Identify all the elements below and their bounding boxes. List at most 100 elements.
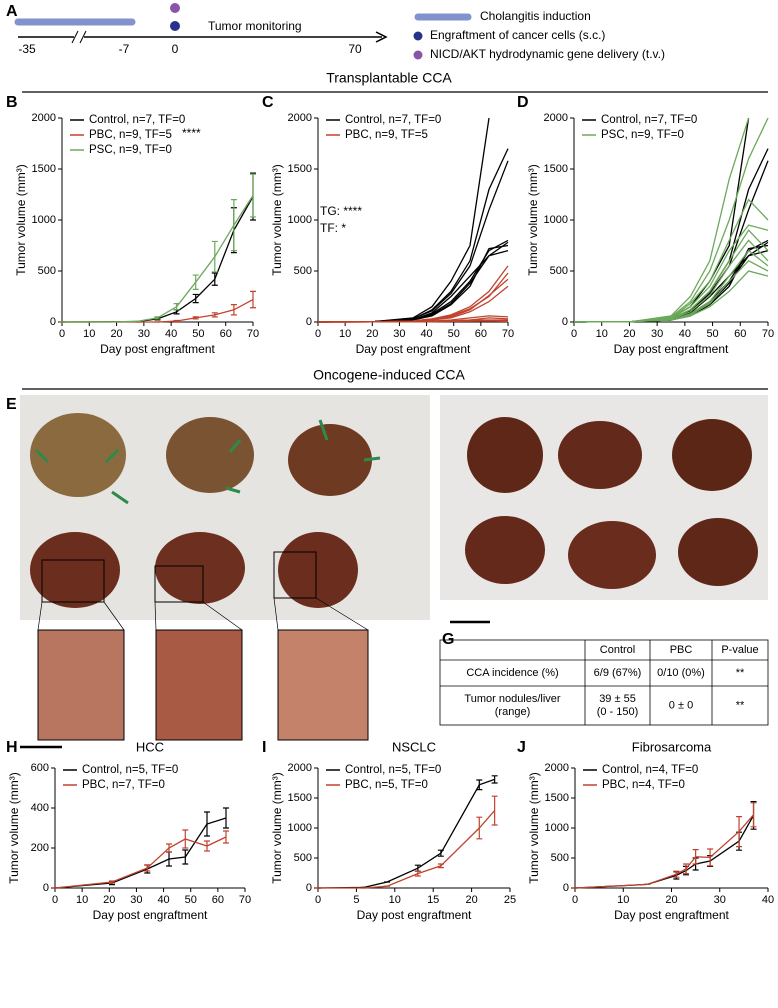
x-tick-label: 60 (212, 894, 224, 906)
error-bar (223, 807, 229, 829)
series-line (54, 836, 227, 889)
x-tick-label: 0 (59, 328, 65, 340)
error-bar (230, 199, 237, 252)
x-tick-label: 40 (679, 328, 691, 340)
liver (467, 417, 543, 493)
liver (30, 532, 120, 608)
x-tick-label: 5 (353, 894, 359, 906)
inset (155, 629, 243, 741)
y-tick-label: 0 (43, 882, 49, 894)
timeline-tick: -35 (18, 42, 36, 56)
series-line (573, 117, 750, 323)
legend-text: Cholangitis induction (480, 9, 591, 23)
x-tick-label: 20 (110, 328, 122, 340)
panel-letter: A (6, 3, 18, 20)
y-tick-label: 1000 (288, 822, 312, 834)
error-bar (736, 816, 743, 848)
y-tick-label: 2000 (544, 112, 568, 124)
table-border (439, 639, 769, 726)
y-tick-label: 500 (294, 852, 312, 864)
error-bar (437, 849, 444, 857)
liver (558, 421, 642, 489)
axis-break (74, 30, 84, 44)
error-bar (109, 880, 115, 884)
series-line (318, 810, 496, 889)
y-axis-label: Tumor volume (mm³) (527, 772, 541, 884)
section-title: Transplantable CCA (326, 70, 452, 86)
error-bar (144, 864, 151, 872)
y-tick-label: 1500 (544, 163, 568, 175)
panel-letter: J (517, 739, 526, 756)
series-line (317, 117, 490, 323)
legend-label: Control, n=7, TF=0 (89, 114, 185, 126)
legend-label: PBC, n=7, TF=0 (82, 779, 165, 791)
error-bar (437, 863, 444, 869)
series-line (573, 229, 769, 323)
series-line (317, 244, 509, 323)
series-line (573, 244, 769, 323)
x-tick-label: 40 (157, 894, 169, 906)
liver (30, 413, 126, 497)
timeline-tick: 0 (172, 42, 179, 56)
y-tick-label: 500 (550, 265, 568, 277)
engraftment-dot (170, 21, 180, 31)
series-line (317, 239, 509, 323)
y-tick-label: 1000 (288, 214, 312, 226)
photo-e (20, 395, 430, 749)
error-bar (192, 316, 199, 320)
legend-label: Control, n=4, TF=0 (602, 764, 698, 776)
table-cell: P-value (721, 644, 758, 656)
liver (166, 417, 254, 493)
error-bar (173, 319, 180, 323)
y-axis-label: Tumor volume (mm³) (526, 164, 540, 276)
table-cell: CCA incidence (%) (466, 667, 558, 679)
y-tick-label: 0 (306, 882, 312, 894)
error-bar (491, 795, 498, 826)
chart-title: NSCLC (392, 739, 436, 754)
x-tick-label: 20 (623, 328, 635, 340)
x-tick-label: 40 (420, 328, 432, 340)
x-tick-label: 30 (714, 894, 726, 906)
table-cell: Tumor nodules/liver (464, 693, 561, 705)
y-axis-label: Tumor volume (mm³) (7, 772, 21, 884)
error-bar (192, 293, 199, 304)
table-cell: ** (736, 667, 745, 679)
series-line (574, 815, 755, 889)
table-cell: 39 ± 55 (599, 693, 636, 705)
x-tick-label: 70 (239, 894, 251, 906)
error-bar (182, 849, 189, 865)
table-cell: (0 - 150) (597, 706, 639, 718)
x-tick-label: 30 (138, 328, 150, 340)
x-axis-label: Day post engraftment (93, 908, 208, 922)
legend-dot (413, 31, 423, 41)
panel-letter: D (517, 94, 529, 111)
x-tick-label: 20 (465, 894, 477, 906)
y-tick-label: 1500 (288, 163, 312, 175)
y-axis-label: Tumor volume (mm³) (14, 164, 28, 276)
error-bar (211, 272, 218, 286)
chart-title: Fibrosarcoma (632, 739, 712, 754)
x-tick-label: 0 (315, 894, 321, 906)
liver (288, 424, 372, 496)
x-tick-label: 30 (651, 328, 663, 340)
liver (678, 518, 758, 586)
y-tick-label: 200 (31, 842, 49, 854)
zoom-line (37, 597, 369, 631)
y-tick-label: 600 (31, 762, 49, 774)
legend-label: Control, n=5, TF=0 (82, 764, 178, 776)
timeline-label: Tumor monitoring (208, 19, 302, 33)
table-cell: (range) (495, 706, 530, 718)
zoom-box (273, 551, 317, 599)
legend-label: PSC, n=9, TF=0 (601, 129, 684, 141)
table-cell: 0 ± 0 (669, 699, 693, 711)
series-line (573, 117, 750, 323)
series-line (573, 148, 769, 323)
legend-label: PBC, n=9, TF=5 (345, 129, 428, 141)
x-tick-label: 60 (220, 328, 232, 340)
error-bar (491, 775, 498, 784)
error-bar (414, 870, 421, 877)
timeline-tick: 70 (348, 42, 362, 56)
series-line (573, 249, 769, 323)
x-tick-label: 60 (475, 328, 487, 340)
